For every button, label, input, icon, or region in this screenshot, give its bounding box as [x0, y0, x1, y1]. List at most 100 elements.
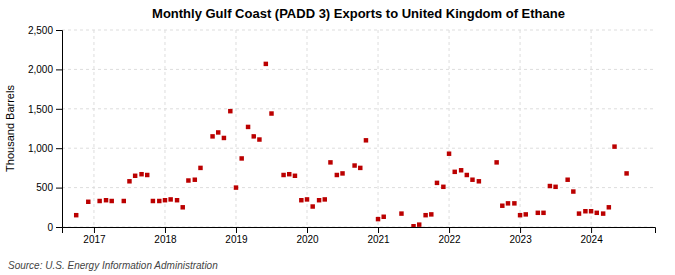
- point: [252, 134, 256, 138]
- point: [246, 125, 250, 129]
- point: [470, 177, 474, 181]
- point: [293, 174, 297, 178]
- x-grid-line: [449, 30, 450, 227]
- x-tick: 2022: [438, 227, 461, 245]
- point: [216, 130, 220, 134]
- point: [541, 211, 545, 215]
- point: [459, 168, 463, 172]
- x-tick-mark: [307, 227, 308, 233]
- x-tick: 2019: [225, 227, 248, 245]
- y-axis-line: [56, 31, 63, 228]
- y-tick-mark: [56, 188, 62, 189]
- point: [198, 166, 202, 170]
- y-grid-line: [62, 187, 655, 188]
- point: [583, 209, 587, 213]
- point: [536, 211, 540, 215]
- point: [624, 171, 628, 175]
- x-grid-line: [235, 30, 236, 227]
- point: [500, 203, 504, 207]
- point: [287, 172, 291, 176]
- x-tick-mark: [378, 227, 379, 233]
- x-axis-line: [63, 228, 656, 234]
- grid: [62, 30, 655, 227]
- point: [328, 160, 332, 164]
- point: [595, 211, 599, 215]
- point: [310, 204, 314, 208]
- y-tick: 0: [47, 222, 62, 233]
- plot: 2017201820192020202120222023202405001,00…: [28, 25, 656, 245]
- x-tick-label: 2017: [83, 234, 106, 245]
- x-tick-mark: [520, 227, 521, 233]
- point: [74, 213, 78, 217]
- point: [477, 179, 481, 183]
- y-grid-line: [62, 148, 655, 149]
- x-tick-label: 2019: [225, 234, 248, 245]
- point: [465, 173, 469, 177]
- point: [193, 177, 197, 181]
- x-tick-label: 2020: [296, 234, 319, 245]
- point: [145, 173, 149, 177]
- point: [417, 222, 421, 226]
- title: Monthly Gulf Coast (PADD 3) Exports to U…: [152, 6, 565, 21]
- point: [127, 179, 131, 183]
- y-tick-label: 2,500: [28, 25, 53, 36]
- y-tick: 2,500: [28, 25, 62, 36]
- point: [589, 209, 593, 213]
- y-tick: 500: [36, 182, 62, 193]
- point: [257, 137, 261, 141]
- point: [411, 224, 415, 227]
- point: [239, 156, 243, 160]
- point: [447, 151, 451, 155]
- point: [340, 171, 344, 175]
- x-grid-line: [164, 30, 165, 227]
- x-tick-label: 2022: [438, 234, 461, 245]
- y-tick-label: 500: [36, 182, 53, 193]
- y-axis: 05001,0001,5002,0002,500: [28, 25, 63, 233]
- y-tick-label: 2,000: [28, 64, 53, 75]
- point: [548, 184, 552, 188]
- x-tick: 2018: [154, 227, 177, 245]
- x-tick-mark: [165, 227, 166, 233]
- point: [512, 201, 516, 205]
- point: [506, 201, 510, 205]
- x-grid-line: [93, 30, 94, 227]
- point: [494, 160, 498, 164]
- point: [180, 205, 184, 209]
- y-tick-mark: [56, 30, 62, 31]
- point: [104, 198, 108, 202]
- point: [86, 200, 90, 204]
- point: [163, 198, 167, 202]
- point: [317, 198, 321, 202]
- point: [441, 185, 445, 189]
- point: [222, 136, 226, 140]
- point: [157, 199, 161, 203]
- points: [74, 62, 629, 227]
- point: [381, 215, 385, 219]
- point: [151, 199, 155, 203]
- y-tick-mark: [56, 109, 62, 110]
- point: [228, 109, 232, 113]
- point: [305, 197, 309, 201]
- point: [565, 177, 569, 181]
- point: [168, 197, 172, 201]
- x-tick-mark: [449, 227, 450, 233]
- point: [429, 212, 433, 216]
- point: [607, 205, 611, 209]
- x-tick-mark: [94, 227, 95, 233]
- point: [577, 211, 581, 215]
- point: [175, 198, 179, 202]
- point: [335, 173, 339, 177]
- y-grid-line: [62, 30, 655, 31]
- x-tick: 2021: [367, 227, 390, 245]
- point: [358, 166, 362, 170]
- x-tick-label: 2023: [509, 234, 532, 245]
- x-grid-line: [591, 30, 592, 227]
- point: [376, 217, 380, 221]
- x-tick: 2017: [83, 227, 106, 245]
- point: [518, 213, 522, 217]
- point: [109, 199, 113, 203]
- x-tick-mark: [236, 227, 237, 233]
- point: [601, 211, 605, 215]
- y-grid-line: [62, 69, 655, 70]
- point: [299, 198, 303, 202]
